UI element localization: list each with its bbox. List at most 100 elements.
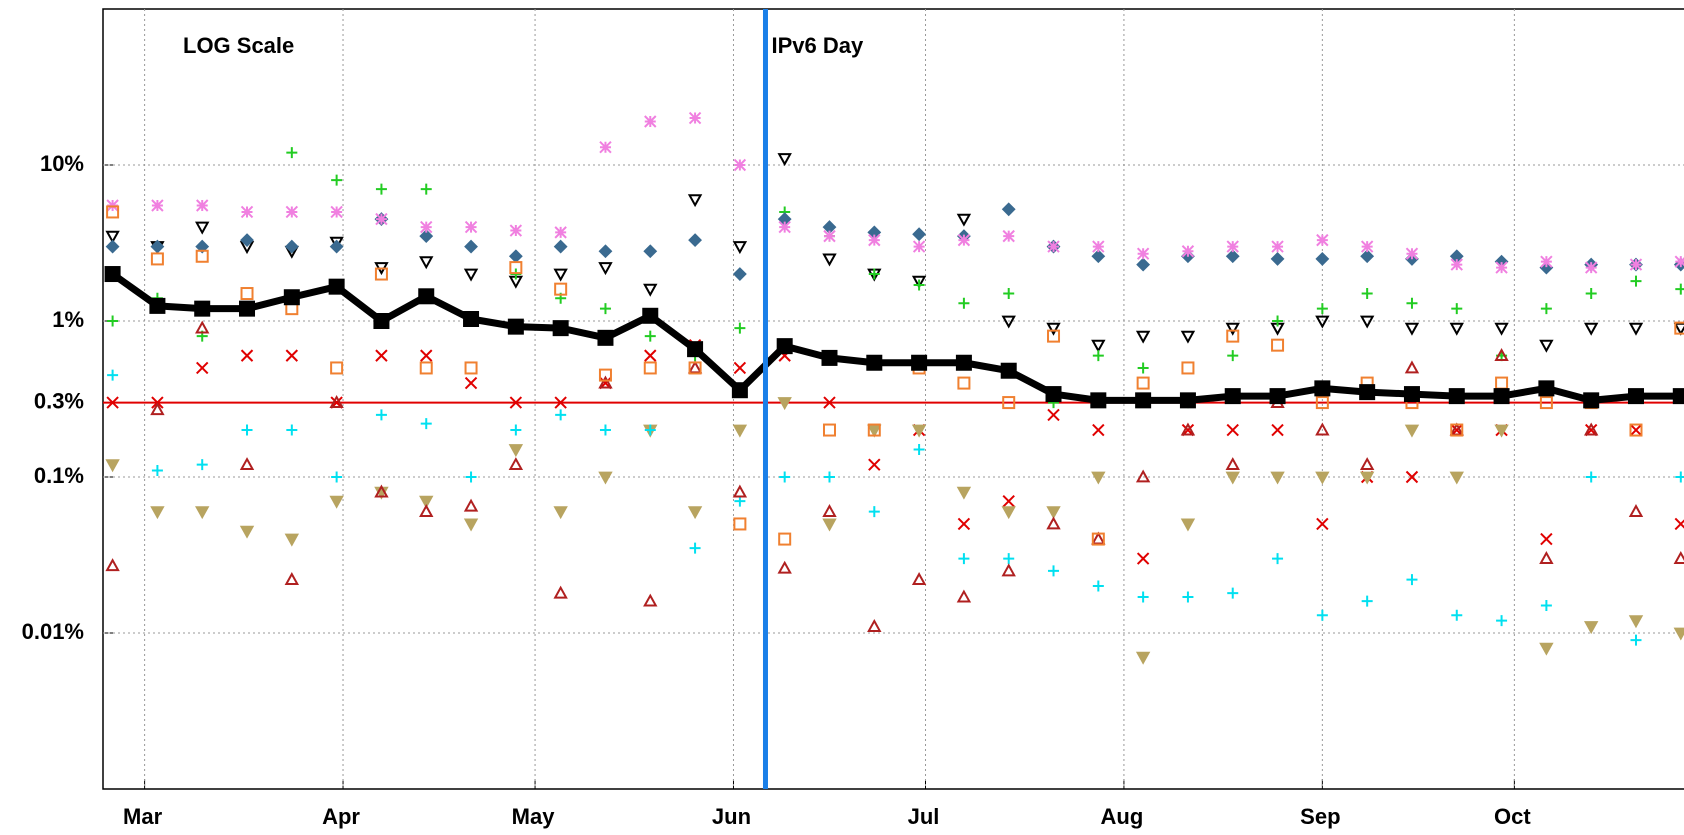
marker (196, 459, 208, 471)
marker (1226, 329, 1240, 343)
marker (1451, 303, 1463, 315)
marker (1315, 315, 1330, 329)
marker (1360, 240, 1374, 253)
marker (643, 244, 658, 259)
marker (464, 376, 478, 390)
marker (105, 239, 120, 254)
marker (1583, 322, 1599, 336)
marker (1494, 322, 1509, 336)
marker (1361, 288, 1373, 300)
marker (1136, 376, 1150, 390)
marker (510, 424, 522, 436)
marker (911, 572, 927, 585)
marker (1136, 257, 1151, 272)
median-point (507, 318, 524, 335)
marker (1540, 303, 1552, 315)
marker (375, 409, 387, 421)
marker (195, 249, 209, 263)
marker (1316, 517, 1329, 531)
marker (911, 424, 927, 438)
marker (1539, 551, 1554, 564)
marker (1226, 240, 1239, 253)
marker (151, 199, 164, 212)
marker (1272, 315, 1284, 327)
median-point (597, 329, 614, 346)
marker (1316, 233, 1329, 247)
marker (956, 589, 972, 603)
marker (463, 498, 479, 512)
marker (1180, 518, 1196, 532)
marker (1270, 252, 1285, 266)
marker (822, 253, 837, 267)
marker (1091, 471, 1106, 485)
median-point (1135, 392, 1152, 409)
marker (239, 525, 255, 539)
marker (241, 424, 253, 436)
marker (509, 396, 523, 409)
marker (958, 297, 970, 309)
median-point (1045, 386, 1062, 403)
marker (555, 409, 567, 421)
marker (508, 457, 524, 471)
marker (1449, 471, 1464, 485)
marker (420, 220, 433, 234)
marker (868, 268, 880, 280)
marker (150, 402, 165, 416)
marker (687, 360, 703, 374)
median-point (955, 354, 972, 371)
marker (598, 368, 612, 382)
median-point (1224, 388, 1241, 405)
marker (598, 262, 613, 276)
marker (598, 375, 613, 389)
marker (1002, 229, 1015, 243)
marker (823, 229, 836, 243)
marker (957, 517, 971, 531)
marker (732, 424, 748, 438)
marker (553, 506, 568, 520)
marker (868, 458, 881, 471)
marker (1048, 565, 1060, 577)
marker (509, 224, 523, 237)
median-point (328, 278, 345, 295)
marker (1226, 423, 1239, 437)
marker (150, 252, 164, 266)
marker (284, 533, 300, 547)
marker (1540, 255, 1553, 268)
marker (285, 205, 299, 219)
marker (420, 418, 432, 430)
marker (285, 349, 299, 362)
median-point (911, 354, 928, 371)
marker (688, 233, 702, 248)
marker (554, 396, 567, 409)
marker (867, 424, 882, 438)
marker (1494, 424, 1509, 438)
marker (732, 267, 747, 281)
marker (1405, 247, 1419, 260)
marker (599, 303, 611, 315)
marker (419, 504, 434, 518)
x-tick-label: Jul (908, 804, 940, 829)
marker (553, 239, 568, 254)
marker (778, 220, 791, 234)
marker (1180, 330, 1196, 344)
marker (822, 518, 837, 532)
marker (1315, 422, 1330, 436)
marker (689, 542, 701, 554)
median-point (776, 338, 793, 355)
marker (105, 230, 120, 244)
marker (1271, 240, 1284, 253)
marker (107, 369, 119, 381)
x-tick-label: Sep (1300, 804, 1340, 829)
marker (1584, 261, 1598, 274)
marker (1272, 553, 1284, 565)
marker (1629, 423, 1643, 437)
marker (1628, 504, 1644, 518)
marker (1359, 315, 1375, 329)
marker (240, 349, 254, 362)
marker (463, 268, 479, 282)
marker (777, 153, 792, 167)
marker (643, 283, 658, 297)
marker (463, 518, 479, 532)
median-point (687, 341, 704, 358)
marker (1135, 651, 1151, 665)
